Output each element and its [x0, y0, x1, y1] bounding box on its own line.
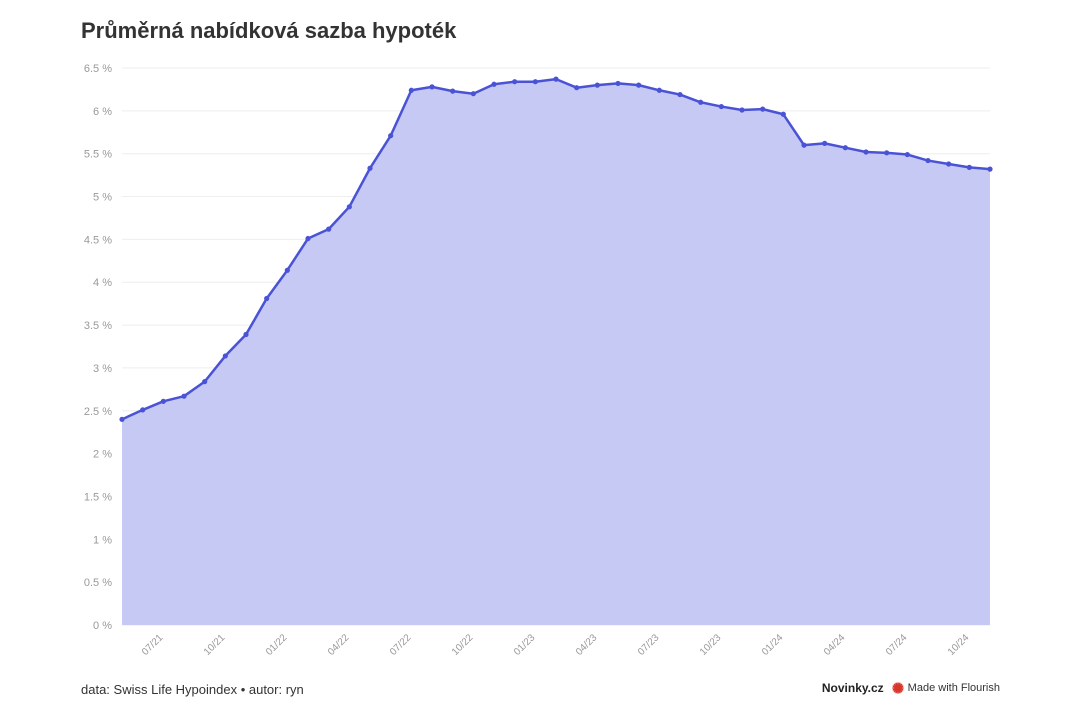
- series-points: [119, 76, 993, 422]
- data-point[interactable]: [512, 79, 518, 85]
- data-point[interactable]: [160, 398, 166, 404]
- y-tick-label: 5 %: [93, 192, 112, 204]
- data-point[interactable]: [904, 151, 910, 158]
- data-point[interactable]: [987, 166, 993, 172]
- y-tick-label: 2 %: [93, 449, 112, 461]
- data-point[interactable]: [284, 267, 290, 273]
- data-point[interactable]: [264, 295, 270, 302]
- flourish-label: Made with Flourish: [907, 682, 1000, 694]
- x-tick-label: 04/24: [822, 632, 848, 658]
- x-tick-label: 07/21: [140, 632, 166, 658]
- y-tick-label: 0 %: [93, 620, 112, 632]
- data-point[interactable]: [822, 140, 828, 147]
- y-tick-label: 3.5 %: [84, 320, 112, 332]
- data-point[interactable]: [718, 103, 724, 110]
- data-point[interactable]: [780, 111, 786, 117]
- y-tick-label: 3 %: [93, 363, 112, 375]
- data-point[interactable]: [346, 204, 352, 210]
- footer-branding: Novinky.cz Made with Flourish: [822, 681, 1000, 695]
- flourish-credit[interactable]: Made with Flourish: [891, 682, 1000, 694]
- data-point[interactable]: [222, 353, 228, 359]
- x-tick-label: 01/24: [760, 632, 786, 658]
- source-note: data: Swiss Life Hypoindex • autor: ryn: [81, 682, 304, 697]
- data-point[interactable]: [305, 235, 311, 242]
- y-axis-ticks: 0 % 0.5 % 1 % 1.5 % 2 % 2.5 % 3 % 3.5 % 4 % 4.5 %…: [84, 63, 112, 632]
- x-tick-label: 01/23: [512, 632, 538, 658]
- data-point[interactable]: [966, 164, 972, 171]
- area-fill: [122, 79, 990, 625]
- data-point[interactable]: [574, 85, 580, 91]
- data-point[interactable]: [326, 226, 332, 232]
- x-tick-label: 01/22: [264, 632, 290, 658]
- y-tick-label: 5.5 %: [84, 149, 112, 161]
- data-point[interactable]: [388, 133, 394, 139]
- chart-title: Průměrná nabídková sazba hypoték: [81, 18, 457, 43]
- data-point[interactable]: [801, 142, 807, 148]
- y-tick-label: 6.5 %: [84, 63, 112, 75]
- data-point[interactable]: [739, 107, 745, 113]
- data-point[interactable]: [884, 150, 890, 156]
- data-point[interactable]: [636, 82, 642, 88]
- data-point[interactable]: [656, 87, 662, 93]
- data-point[interactable]: [532, 79, 538, 85]
- x-tick-label: 10/21: [202, 632, 228, 658]
- y-tick-label: 4 %: [93, 277, 112, 289]
- brand-logo[interactable]: Novinky.cz: [821, 681, 884, 695]
- data-point[interactable]: [408, 87, 414, 93]
- data-point[interactable]: [677, 91, 683, 98]
- data-point[interactable]: [842, 145, 848, 151]
- data-point[interactable]: [181, 393, 187, 399]
- data-point[interactable]: [367, 165, 373, 171]
- x-tick-label: 07/22: [388, 632, 414, 658]
- x-axis-ticks: 07/21 10/21 01/22 04/22 07/22 10/22 01/23 04/23…: [140, 632, 972, 658]
- data-point[interactable]: [202, 379, 208, 385]
- data-point[interactable]: [491, 81, 497, 87]
- y-tick-label: 1.5 %: [84, 491, 112, 503]
- data-point[interactable]: [429, 84, 435, 90]
- data-point[interactable]: [450, 88, 456, 94]
- y-tick-label: 2.5 %: [84, 406, 112, 418]
- y-tick-label: 1 %: [93, 534, 112, 546]
- data-point[interactable]: [946, 161, 952, 167]
- x-tick-label: 10/24: [946, 632, 972, 658]
- data-point[interactable]: [863, 149, 869, 155]
- data-point[interactable]: [698, 99, 704, 105]
- data-point[interactable]: [140, 407, 146, 413]
- x-tick-label: 04/22: [326, 632, 352, 658]
- data-point[interactable]: [760, 106, 766, 112]
- y-tick-label: 6 %: [93, 106, 112, 118]
- data-point[interactable]: [594, 82, 600, 88]
- data-point[interactable]: [553, 76, 559, 82]
- flourish-star-icon: [891, 682, 904, 694]
- y-tick-label: 4.5 %: [84, 234, 112, 246]
- x-tick-label: 04/23: [574, 632, 600, 658]
- x-tick-label: 10/22: [450, 632, 476, 658]
- data-point[interactable]: [243, 331, 249, 338]
- x-tick-label: 07/23: [636, 632, 662, 658]
- x-tick-label: 10/23: [698, 632, 724, 658]
- data-point[interactable]: [925, 157, 931, 164]
- data-point[interactable]: [615, 80, 621, 87]
- y-tick-label: 0.5 %: [84, 577, 112, 589]
- data-point[interactable]: [470, 91, 476, 97]
- data-point[interactable]: [119, 416, 125, 422]
- x-tick-label: 07/24: [884, 632, 910, 658]
